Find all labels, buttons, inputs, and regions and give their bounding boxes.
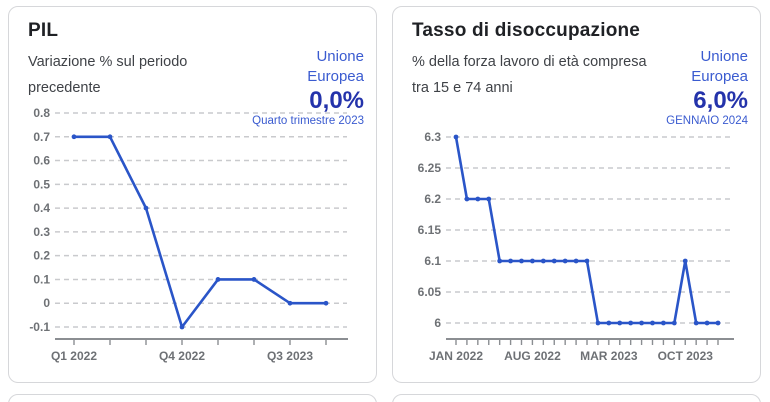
headline-period: Quarto trimestre 2023 <box>252 115 364 127</box>
headline-region-line: Europea <box>691 68 748 85</box>
svg-text:-0.1: -0.1 <box>29 320 50 334</box>
subtitle-line: precedente <box>28 80 101 96</box>
svg-text:Q1 2022: Q1 2022 <box>51 349 97 363</box>
headline-period: GENNAIO 2024 <box>666 115 748 127</box>
subtitle-line: % della forza lavoro di età compresa <box>412 54 647 70</box>
subtitle-line: tra 15 e 74 anni <box>412 80 513 96</box>
unemployment-headline: Unione Europea 6,0% GENNAIO 2024 <box>666 47 748 129</box>
headline-value: 0,0% <box>309 87 364 114</box>
svg-text:JAN 2022: JAN 2022 <box>429 349 483 363</box>
svg-text:0.3: 0.3 <box>33 225 50 239</box>
svg-text:6.05: 6.05 <box>418 285 442 299</box>
svg-text:OCT 2023: OCT 2023 <box>658 349 714 363</box>
svg-text:6: 6 <box>434 316 441 330</box>
gdp-line-chart[interactable]: 0.8 0.7 0.6 0.5 0.4 0.3 0.2 0.1 0 -0.1 Q1 2022 Q4 2… <box>9 7 378 384</box>
svg-text:Q3 2023: Q3 2023 <box>267 349 313 363</box>
headline-region-line: Unione <box>700 48 748 65</box>
unemployment-card: Tasso di disoccupazione % della forza la… <box>392 6 761 383</box>
svg-text:AUG 2022: AUG 2022 <box>504 349 561 363</box>
gdp-card: PIL Variazione % sul periodo precedente … <box>8 6 377 383</box>
svg-text:0.8: 0.8 <box>33 106 50 120</box>
svg-text:0.1: 0.1 <box>33 272 50 286</box>
unemployment-card-subtitle: % della forza lavoro di età compresa tra… <box>412 49 647 101</box>
gdp-card-title: PIL <box>28 20 59 41</box>
unemployment-line-chart[interactable]: 6.3 6.25 6.2 6.15 6.1 6.05 6 JAN 2022 AUG 2022 MA… <box>393 7 762 384</box>
svg-text:MAR 2023: MAR 2023 <box>580 349 638 363</box>
gdp-headline: Unione Europea 0,0% Quarto trimestre 202… <box>252 47 364 129</box>
svg-text:6.1: 6.1 <box>424 254 441 268</box>
svg-text:6.25: 6.25 <box>418 161 442 175</box>
svg-text:6.15: 6.15 <box>418 223 442 237</box>
next-row-card-partial <box>392 394 761 402</box>
next-row-card-partial <box>8 394 377 402</box>
svg-text:0.7: 0.7 <box>33 130 50 144</box>
headline-region-line: Europea <box>307 68 364 85</box>
svg-text:0.6: 0.6 <box>33 154 50 168</box>
svg-text:0.2: 0.2 <box>33 249 50 263</box>
svg-text:0.5: 0.5 <box>33 177 50 191</box>
subtitle-line: Variazione % sul periodo <box>28 54 188 70</box>
svg-text:6.2: 6.2 <box>424 192 441 206</box>
svg-text:6.3: 6.3 <box>424 130 441 144</box>
svg-text:Q4 2022: Q4 2022 <box>159 349 205 363</box>
headline-region-line: Unione <box>316 48 364 65</box>
unemployment-card-title: Tasso di disoccupazione <box>412 20 641 41</box>
headline-value: 6,0% <box>693 87 748 114</box>
svg-text:0: 0 <box>43 296 50 310</box>
svg-text:0.4: 0.4 <box>33 201 50 215</box>
gdp-card-subtitle: Variazione % sul periodo precedente <box>28 49 187 101</box>
